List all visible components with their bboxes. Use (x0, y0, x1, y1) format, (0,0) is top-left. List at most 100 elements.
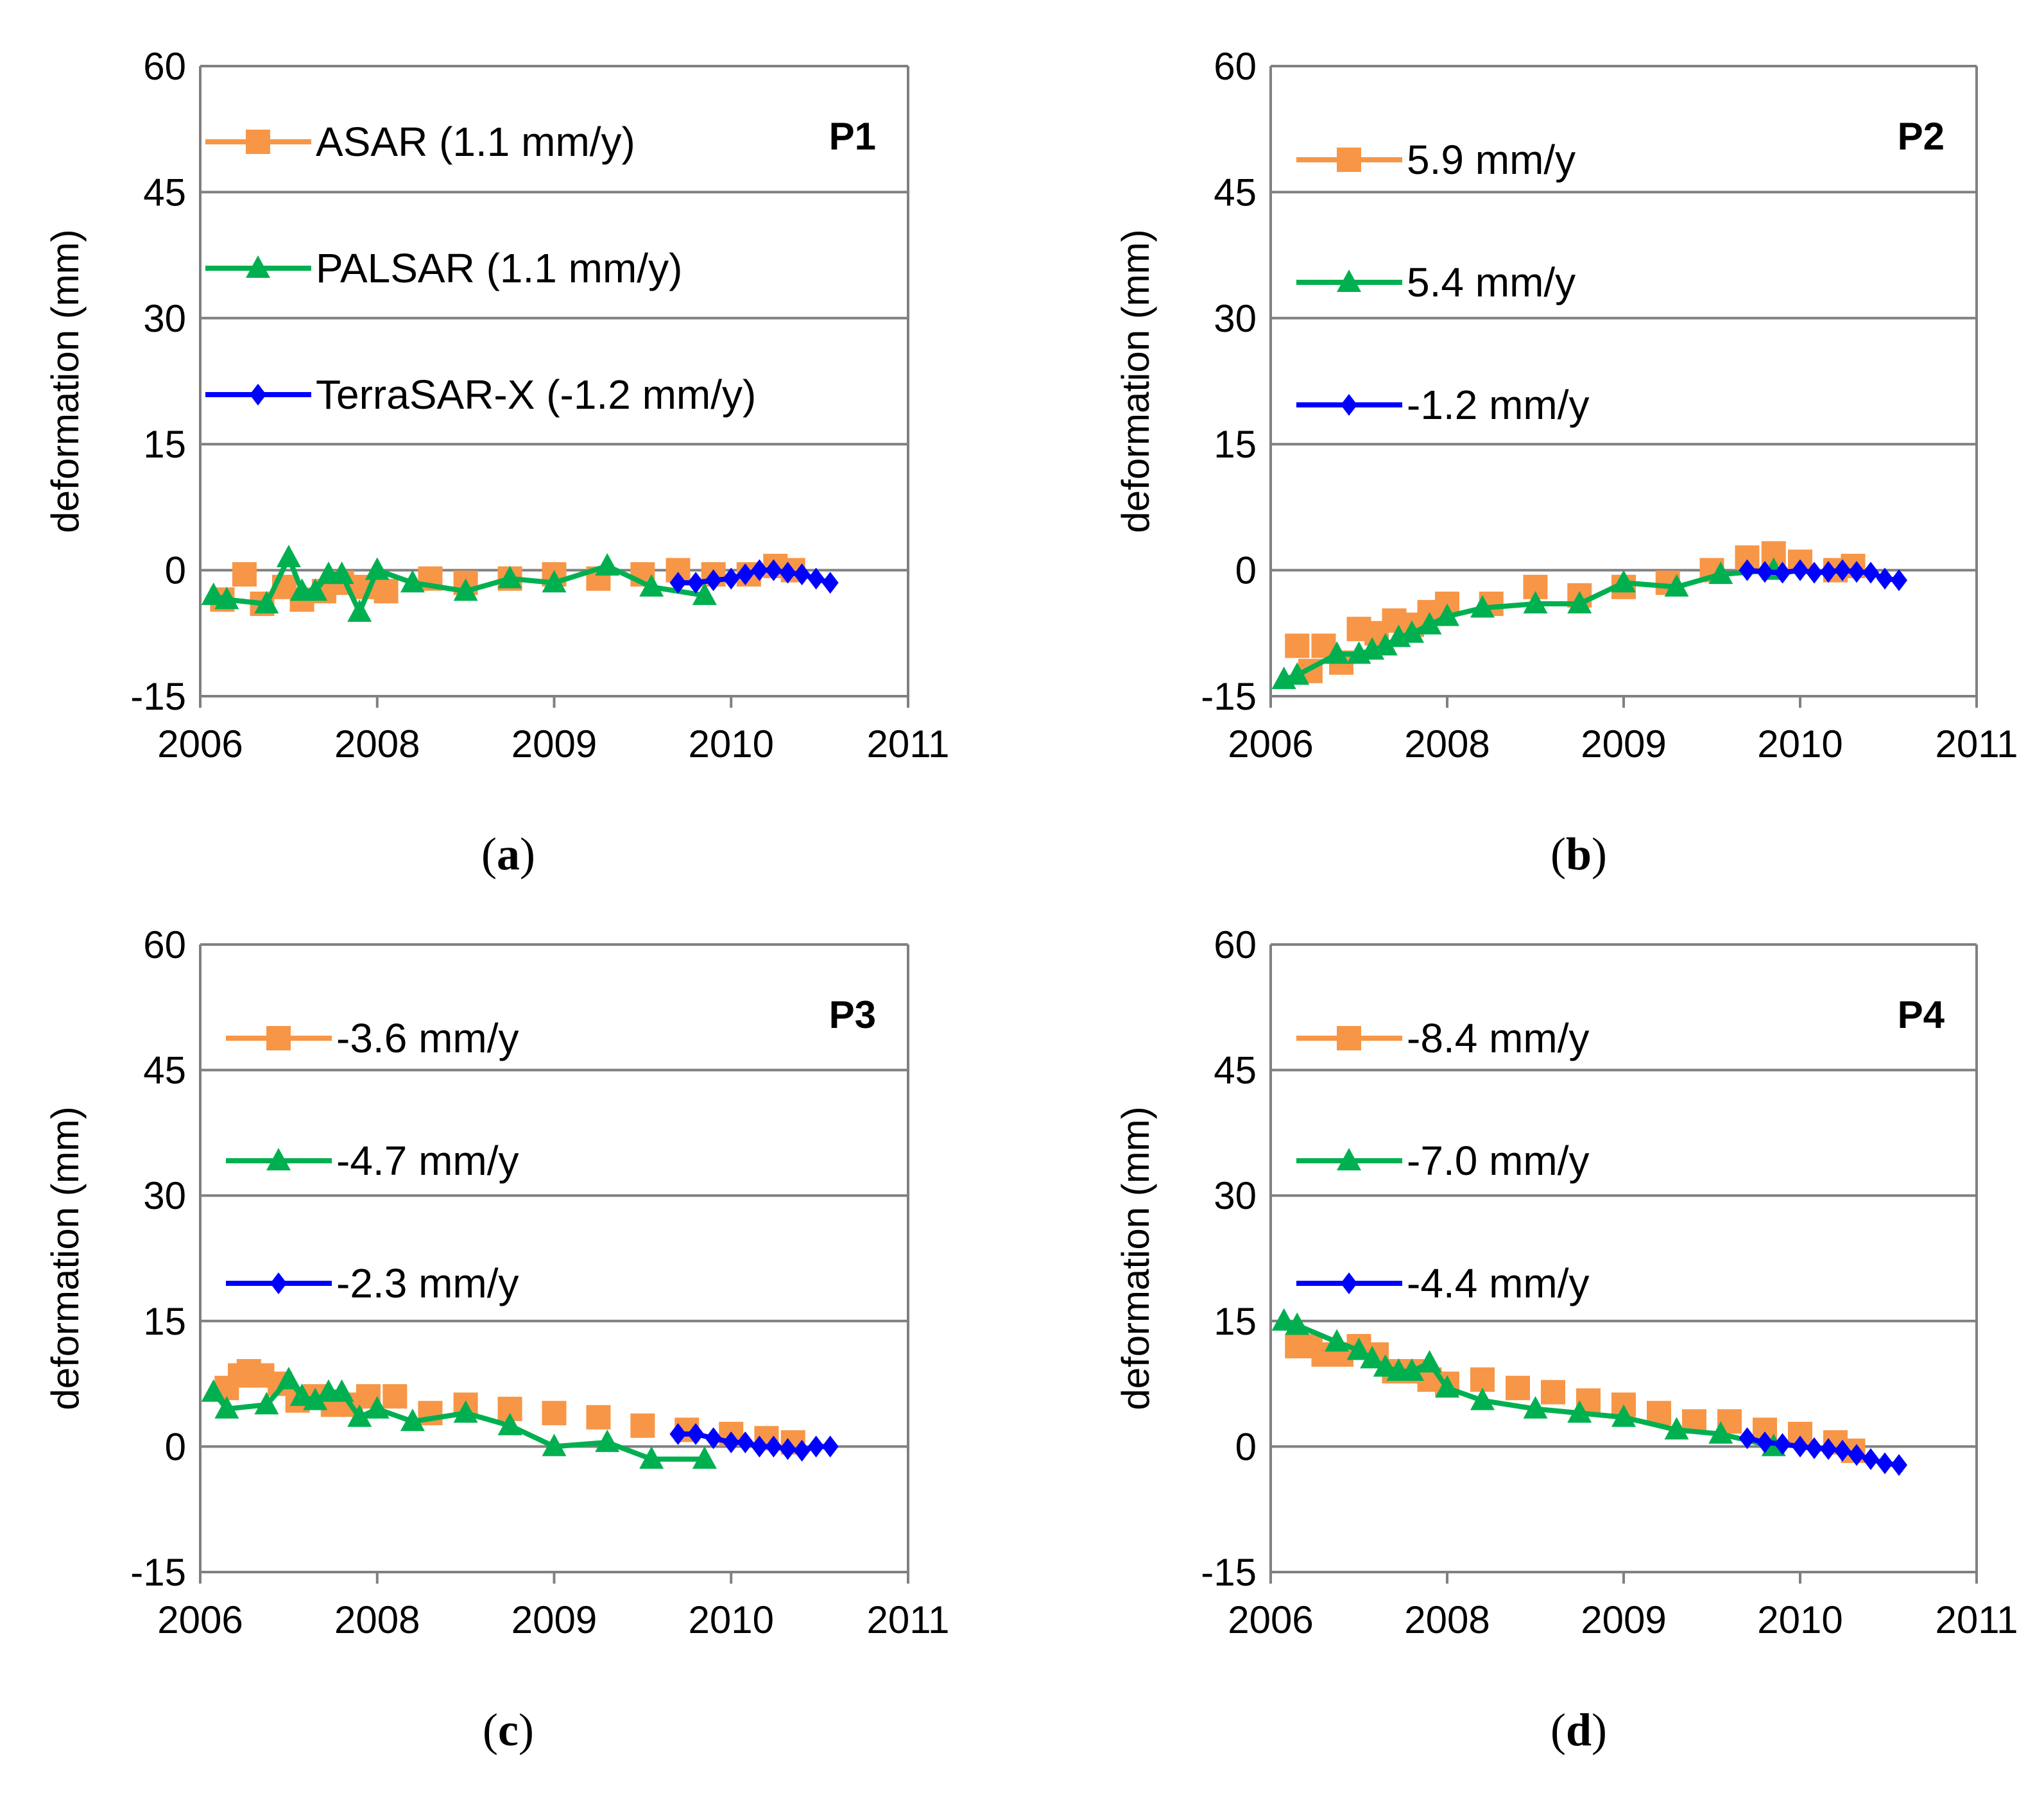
series-2 (201, 1367, 717, 1469)
x-tick-label: 2009 (1581, 723, 1666, 765)
data-point-triangle (497, 565, 522, 588)
data-point-square (246, 130, 270, 154)
y-tick-label: -15 (130, 1551, 186, 1594)
y-tick-label: -15 (130, 675, 186, 718)
legend-label: -2.3 mm/y (336, 1260, 519, 1306)
data-point-triangle (1470, 1387, 1495, 1410)
data-point-triangle (1400, 1358, 1424, 1381)
point-label: P4 (1898, 993, 1945, 1036)
y-tick-label: -15 (1201, 675, 1257, 718)
data-point-diamond (1792, 1435, 1808, 1458)
x-tick-label: 2010 (1757, 1598, 1842, 1641)
x-tick-label: 2009 (511, 1598, 597, 1641)
series-2 (201, 544, 717, 622)
legend-label: 5.4 mm/y (1407, 259, 1576, 305)
data-point-square (630, 1413, 655, 1438)
data-point-diamond (1848, 561, 1865, 583)
x-tick-label: 2009 (511, 723, 597, 765)
data-point-triangle (201, 1379, 226, 1402)
data-point-diamond (1739, 1427, 1756, 1450)
data-point-diamond (807, 1435, 825, 1458)
data-point-diamond (1877, 1452, 1893, 1475)
legend-entry-3: -4.4 mm/y (1296, 1260, 1589, 1306)
data-point-diamond (1820, 561, 1837, 583)
y-tick-label: 60 (143, 923, 186, 966)
data-point-diamond (687, 1423, 705, 1445)
y-tick-label: 0 (165, 1425, 186, 1468)
data-point-triangle (400, 1408, 425, 1432)
data-point-triangle (1708, 1421, 1733, 1444)
panel-caption: (d) (1550, 1704, 1607, 1756)
legend-entry-1: ASAR (1.1 mm/y) (205, 119, 635, 165)
data-point-diamond (751, 1435, 768, 1458)
data-point-diamond (821, 1435, 839, 1458)
panel-caption: (b) (1550, 828, 1607, 880)
data-point-triangle (1337, 269, 1361, 292)
data-point-triangle (1470, 595, 1495, 618)
legend-label: TerraSAR-X (-1.2 mm/y) (316, 372, 756, 418)
data-point-triangle (1611, 1404, 1636, 1427)
legend-entry-2: PALSAR (1.1 mm/y) (205, 245, 682, 291)
data-point-square (586, 1405, 611, 1430)
panel-caption-letter: a (497, 828, 520, 880)
data-point-diamond (669, 1423, 687, 1445)
point-label: P3 (829, 993, 876, 1036)
data-point-square (542, 1401, 567, 1426)
data-point-triangle (1373, 1354, 1398, 1377)
legend-entry-3: -2.3 mm/y (226, 1260, 519, 1306)
data-point-diamond (1756, 1431, 1773, 1453)
y-tick-label: 45 (1214, 171, 1257, 214)
x-tick-label: 2009 (1581, 1598, 1666, 1641)
y-tick-label: 45 (143, 1049, 186, 1092)
data-point-triangle (692, 582, 717, 605)
data-point-diamond (793, 563, 811, 586)
data-point-diamond (687, 572, 705, 594)
legend-label: -8.4 mm/y (1407, 1015, 1589, 1061)
data-point-triangle (329, 561, 354, 585)
data-point-triangle (1285, 1312, 1310, 1335)
data-point-triangle (1435, 603, 1459, 626)
y-tick-label: 30 (143, 1174, 186, 1217)
data-point-diamond (779, 561, 796, 584)
data-point-diamond (1862, 1448, 1879, 1470)
series-3 (669, 1423, 839, 1462)
data-point-square (374, 579, 399, 604)
legend-entry-2: -7.0 mm/y (1296, 1138, 1589, 1184)
data-point-triangle (214, 1396, 239, 1419)
y-tick-label: 0 (1235, 549, 1257, 592)
data-point-diamond (1877, 567, 1893, 590)
y-axis-title: deformation (mm) (44, 1106, 87, 1410)
data-point-triangle (595, 1429, 620, 1452)
data-point-diamond (1341, 394, 1357, 416)
data-point-triangle (1400, 620, 1424, 643)
data-point-triangle (453, 578, 478, 601)
data-point-triangle (1523, 1396, 1548, 1419)
data-point-diamond (1891, 1454, 1907, 1476)
y-tick-label: -15 (1201, 1551, 1257, 1594)
legend-entry-1: -8.4 mm/y (1296, 1015, 1589, 1061)
y-tick-label: 30 (1214, 1174, 1257, 1217)
y-tick-label: 15 (143, 423, 186, 466)
data-point-triangle (1611, 570, 1636, 593)
legend-entry-2: 5.4 mm/y (1296, 259, 1576, 305)
data-point-diamond (705, 1427, 722, 1450)
data-point-triangle (1567, 590, 1592, 613)
data-point-triangle (1325, 641, 1350, 664)
data-point-square (1541, 1380, 1565, 1405)
data-point-triangle (639, 574, 664, 597)
y-tick-label: 45 (1214, 1049, 1257, 1092)
data-point-diamond (1341, 1272, 1357, 1294)
data-point-diamond (1756, 561, 1773, 583)
legend-label: -3.6 mm/y (336, 1015, 519, 1061)
data-point-diamond (1792, 559, 1808, 581)
y-tick-label: 15 (1214, 1300, 1257, 1343)
legend-entry-2: -4.7 mm/y (226, 1138, 519, 1184)
data-point-triangle (329, 1379, 354, 1402)
data-point-square (382, 1384, 408, 1409)
x-tick-label: 2008 (334, 723, 420, 765)
x-tick-label: 2008 (1404, 1598, 1490, 1641)
data-point-triangle (1337, 1148, 1361, 1170)
data-point-diamond (737, 563, 754, 586)
y-tick-label: 0 (165, 549, 186, 592)
